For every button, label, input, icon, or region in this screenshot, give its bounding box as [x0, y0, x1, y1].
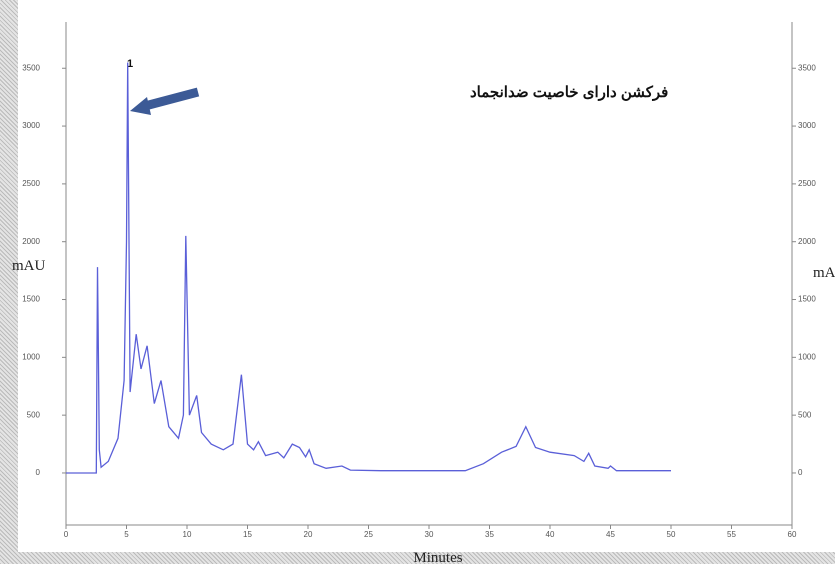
x-tick-label: 40: [546, 530, 555, 539]
y-tick-label: 500: [27, 410, 41, 419]
y-tick-label: 2000: [22, 237, 40, 246]
peak-label: 1: [127, 58, 133, 70]
arrow: [130, 87, 200, 115]
y2-tick-label: 2500: [798, 179, 816, 188]
y-tick-label: 3000: [22, 121, 40, 130]
y2-tick-label: 2000: [798, 237, 816, 246]
y-tick-label: 1500: [22, 295, 40, 304]
x-tick-label: 55: [727, 530, 736, 539]
x-tick-label: 10: [183, 530, 192, 539]
y2-tick-label: 0: [798, 468, 803, 477]
x-tick-label: 0: [64, 530, 69, 539]
y2-tick-label: 3000: [798, 121, 816, 130]
x-tick-label: 60: [788, 530, 797, 539]
x-tick-label: 15: [243, 530, 252, 539]
y2-axis-label: mAU: [813, 265, 835, 281]
y2-tick-label: 3500: [798, 63, 816, 72]
y-tick-label: 1000: [22, 352, 40, 361]
x-tick-label: 35: [485, 530, 494, 539]
y-tick-label: 0: [36, 468, 41, 477]
y-tick-label: 3500: [22, 63, 40, 72]
arrow-shaft: [143, 87, 200, 111]
y2-tick-label: 1000: [798, 352, 816, 361]
y-tick-label: 2500: [22, 179, 40, 188]
x-axis-label: Minutes: [413, 550, 462, 564]
panel: [18, 0, 835, 552]
annotation: فرکشن دارای خاصیت ضدانجماد: [470, 84, 668, 101]
y2-tick-label: 1500: [798, 295, 816, 304]
x-tick-label: 20: [304, 530, 313, 539]
arrow-head: [130, 97, 151, 115]
x-tick-label: 30: [425, 530, 434, 539]
x-tick-label: 25: [364, 530, 373, 539]
trace: [66, 62, 671, 474]
y-axis-label: mAU: [12, 258, 46, 274]
x-tick-label: 5: [124, 530, 129, 539]
x-tick-label: 45: [606, 530, 615, 539]
y2-tick-label: 500: [798, 410, 812, 419]
x-tick-label: 50: [667, 530, 676, 539]
